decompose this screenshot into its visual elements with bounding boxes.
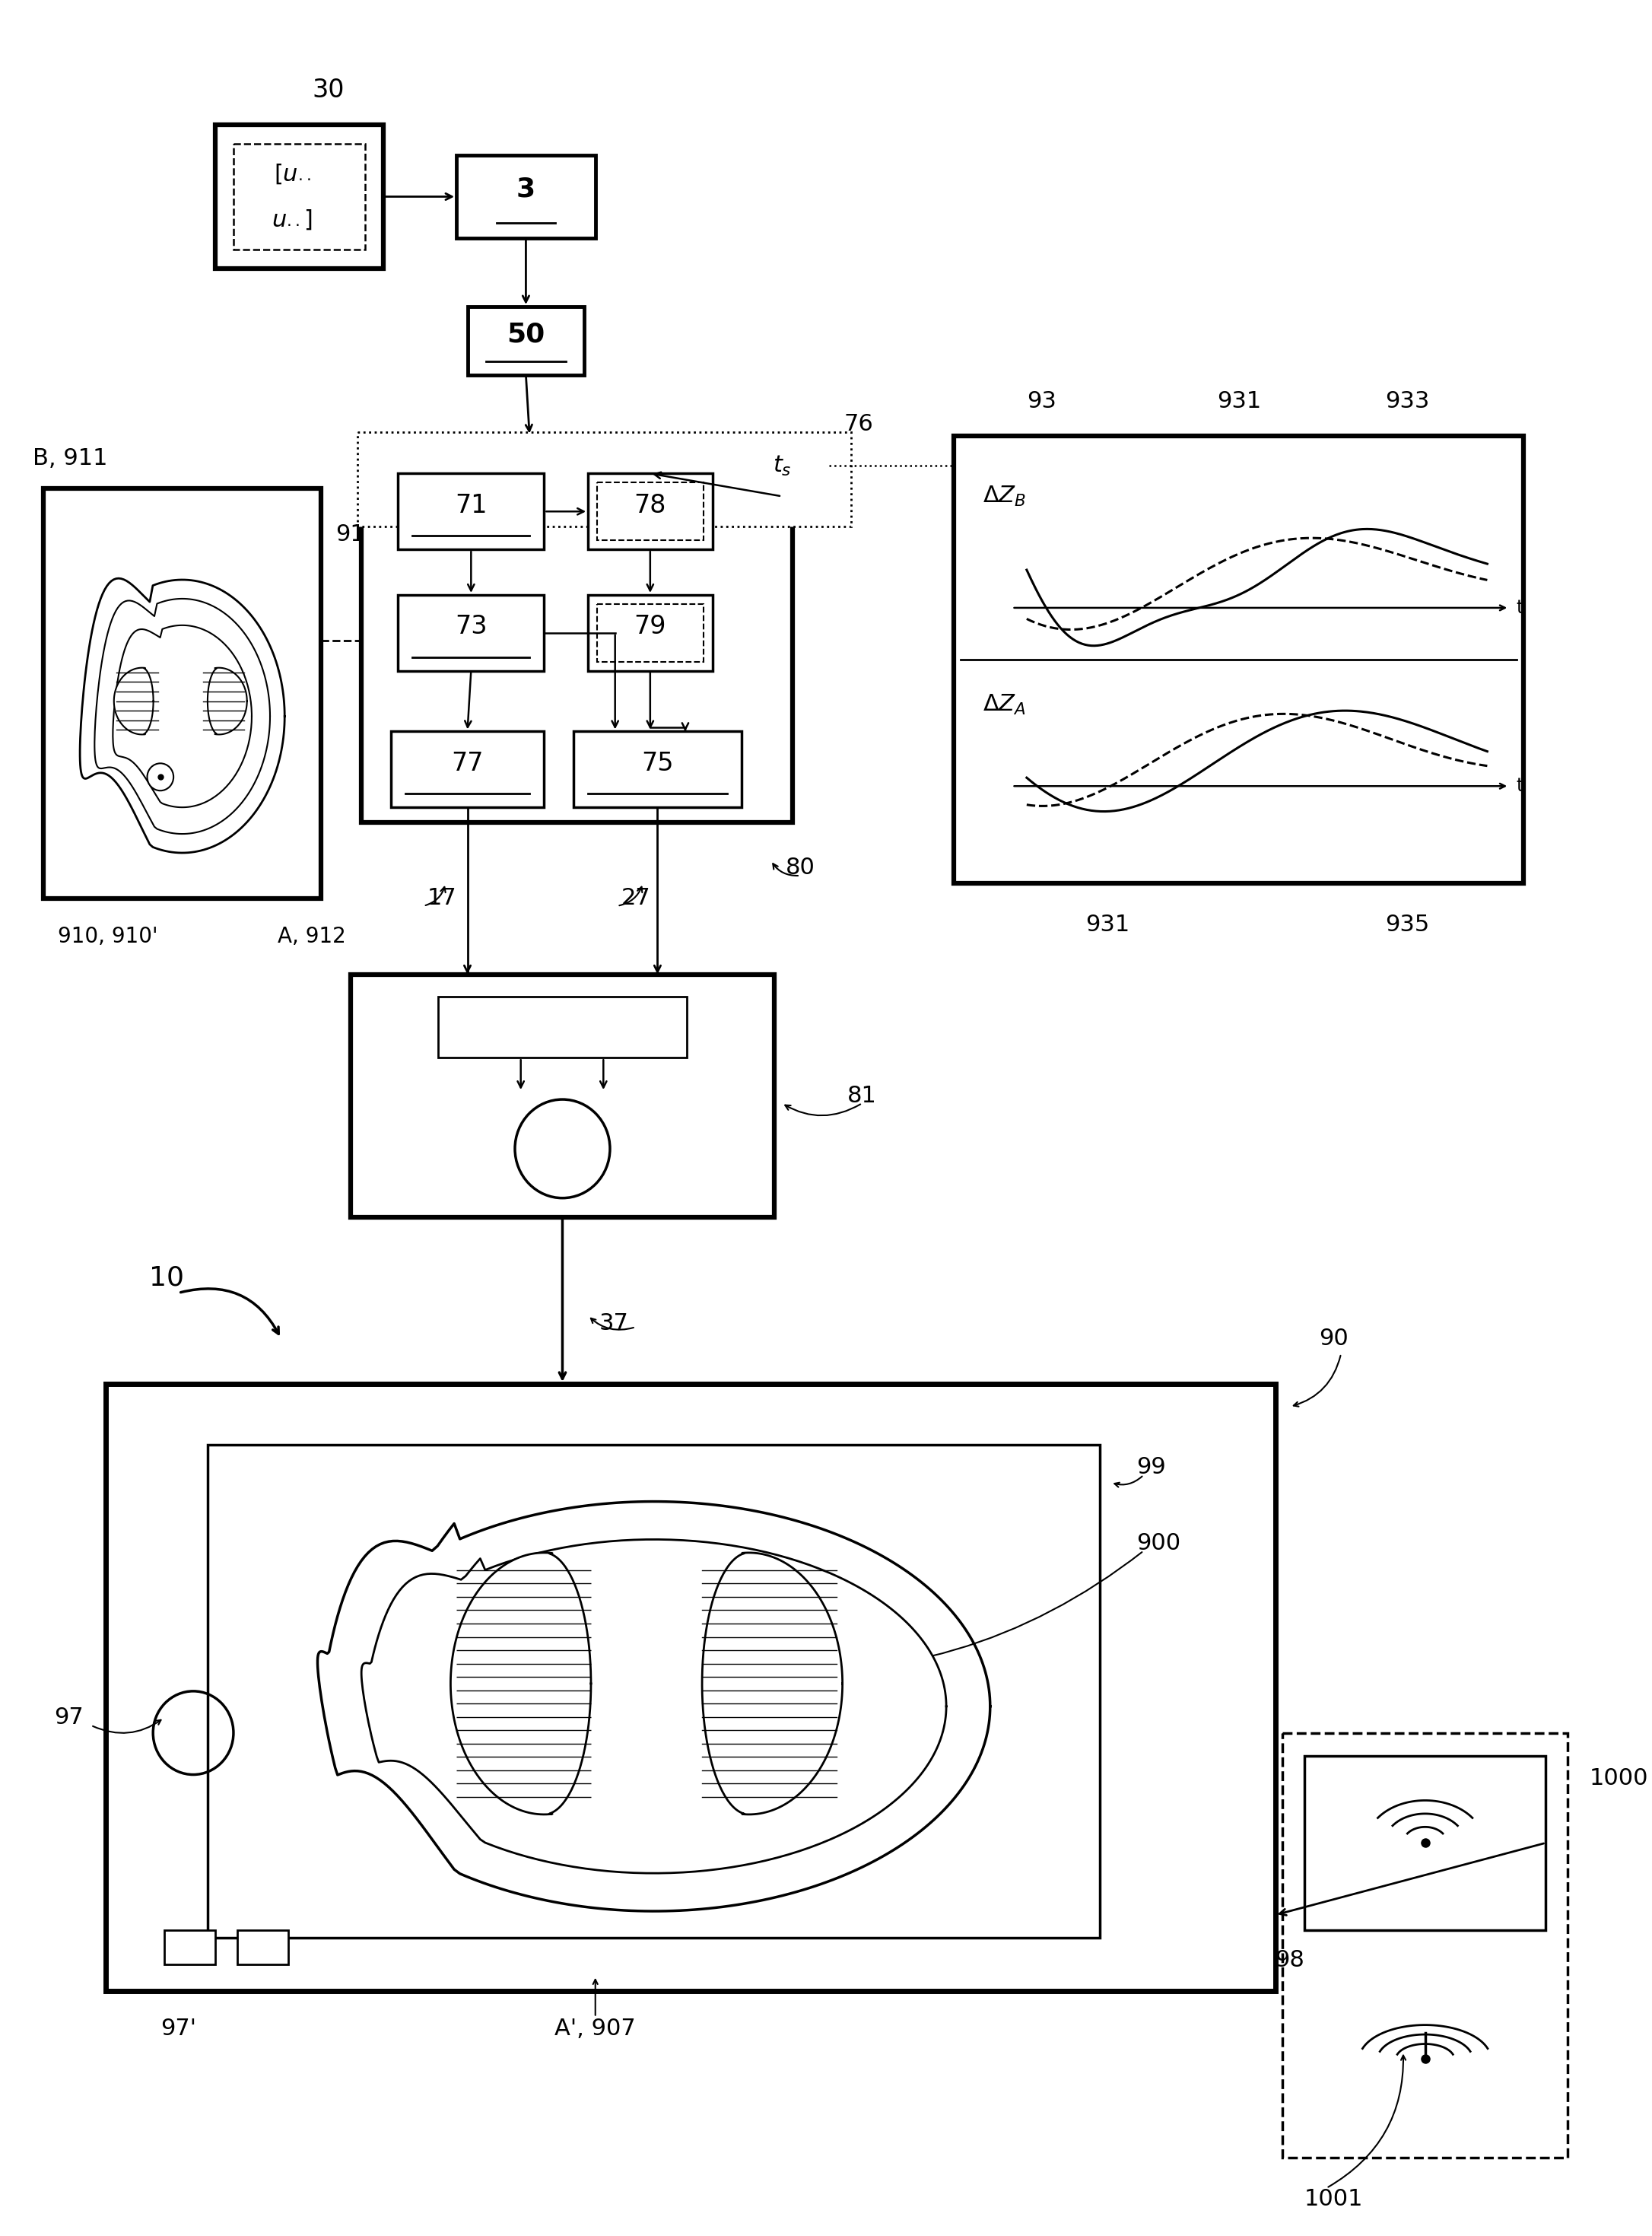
Text: $t_s$: $t_s$ (773, 454, 791, 479)
Bar (43, 490, 320, 899)
Bar (350, 975, 775, 1216)
Circle shape (147, 762, 173, 792)
Text: $u_{\cdot\cdot}]$: $u_{\cdot\cdot}]$ (271, 208, 312, 230)
Text: t: t (1517, 599, 1523, 617)
Bar (468, 306, 585, 376)
Text: 1000: 1000 (1589, 1766, 1649, 1789)
Bar (208, 1444, 1100, 1939)
Text: $[u_{\cdot\cdot}$: $[u_{\cdot\cdot}$ (274, 163, 311, 186)
Text: A, 912: A, 912 (278, 926, 345, 948)
Text: 93: 93 (1026, 391, 1056, 411)
Text: 99: 99 (1137, 1456, 1166, 1478)
Bar (358, 432, 851, 528)
Text: 91: 91 (335, 523, 365, 546)
Bar (238, 1930, 289, 1963)
Bar (215, 125, 383, 268)
Bar (733, 436, 829, 496)
Polygon shape (114, 669, 154, 733)
Text: +: + (550, 1134, 575, 1163)
Circle shape (515, 1100, 610, 1198)
Polygon shape (112, 626, 251, 807)
Text: 931: 931 (1218, 391, 1260, 411)
Bar (362, 436, 793, 823)
Text: B, 911: B, 911 (33, 447, 107, 470)
Text: 931: 931 (1085, 915, 1130, 937)
Text: 1001: 1001 (1305, 2189, 1363, 2211)
Polygon shape (79, 579, 284, 852)
Bar (1282, 1733, 1568, 2158)
Bar (438, 997, 687, 1058)
Bar (398, 595, 544, 671)
Text: t: t (1517, 776, 1523, 796)
Text: 77: 77 (451, 751, 484, 776)
Text: 27: 27 (621, 888, 651, 910)
Polygon shape (208, 669, 248, 733)
Text: 97': 97' (160, 2017, 197, 2039)
Text: 900: 900 (1137, 1532, 1181, 1554)
Text: 98: 98 (1275, 1950, 1305, 1972)
Polygon shape (362, 1538, 947, 1874)
Polygon shape (317, 1503, 990, 1912)
Text: 75: 75 (641, 751, 674, 776)
Bar (596, 604, 704, 662)
Bar (596, 483, 704, 541)
Polygon shape (702, 1552, 843, 1813)
Text: 73: 73 (454, 615, 487, 639)
Polygon shape (94, 599, 269, 834)
Text: 76: 76 (844, 414, 874, 436)
Text: 30: 30 (312, 78, 345, 103)
Text: 17: 17 (428, 888, 456, 910)
Polygon shape (451, 1552, 591, 1813)
Text: 3: 3 (517, 177, 535, 201)
Bar (1305, 1755, 1546, 1930)
Bar (233, 143, 365, 250)
Text: 90: 90 (1318, 1328, 1348, 1348)
Bar (573, 731, 742, 807)
Bar (390, 731, 544, 807)
Text: 81: 81 (847, 1084, 877, 1107)
Text: 50: 50 (507, 322, 545, 347)
Bar (588, 474, 712, 550)
Text: 78: 78 (634, 492, 666, 519)
Bar (106, 1384, 1275, 1990)
Bar (398, 474, 544, 550)
Bar (456, 154, 595, 239)
Text: 80: 80 (785, 856, 814, 879)
Text: 37: 37 (600, 1313, 628, 1335)
Text: 79: 79 (634, 615, 666, 639)
Text: 10: 10 (149, 1266, 185, 1290)
Bar (164, 1930, 215, 1963)
Text: 97: 97 (55, 1706, 84, 1728)
Bar (953, 436, 1523, 883)
Text: 933: 933 (1384, 391, 1429, 411)
Text: $\Delta Z_A$: $\Delta Z_A$ (983, 693, 1026, 718)
Text: 910, 910': 910, 910' (58, 926, 159, 948)
Text: A', 907: A', 907 (555, 2017, 636, 2039)
Bar (588, 595, 712, 671)
Text: 935: 935 (1384, 915, 1429, 937)
Text: $\Delta Z_B$: $\Delta Z_B$ (983, 485, 1026, 508)
Text: 71: 71 (454, 492, 487, 519)
